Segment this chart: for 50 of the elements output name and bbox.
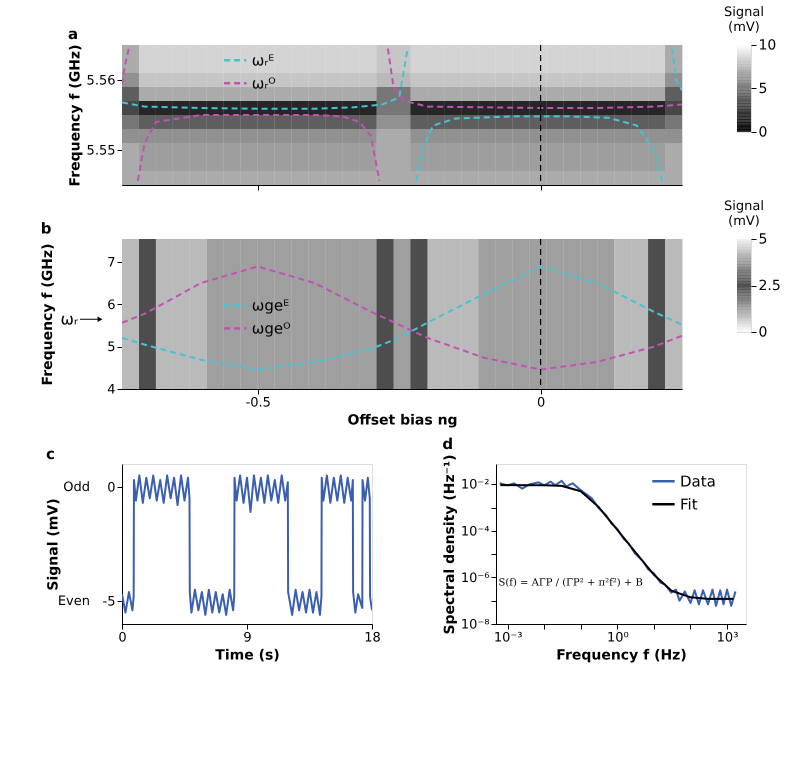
annotation: S(f) = AΓP / (ΓP² + π²f²) + B (498, 577, 643, 588)
legend-label: ωgeᴼ (252, 320, 291, 338)
x-tick-label: 9 (243, 630, 252, 646)
y-axis-title: Spectral density (Hz⁻¹) (442, 454, 458, 635)
y-tick-label: 5.55 (86, 144, 116, 158)
legend-label: ωᵣᴱ (252, 51, 274, 70)
y-axis-title: Signal (mV) (46, 498, 62, 591)
y-tick-label: 7 (107, 256, 116, 271)
x-tick-label: 0 (118, 630, 127, 646)
x-axis-title: Time (s) (215, 648, 280, 664)
line-series (122, 474, 372, 616)
x-tick-label: 10⁰ (606, 630, 629, 646)
x-axis-title: Offset bias ng (347, 412, 458, 428)
x-tick-label: 10³ (716, 630, 738, 646)
y-tick-label: 6 (107, 298, 116, 313)
text: Odd (63, 480, 90, 495)
x-axis-title: Frequency f (Hz) (556, 648, 687, 664)
legend-label: Data (680, 472, 716, 490)
color-bar-label: 5 (758, 80, 768, 97)
x-tick-label: 10⁻³ (494, 630, 522, 646)
text: ωᵣ (60, 309, 79, 328)
y-tick-label: 5 (107, 340, 116, 356)
color-bar-label: 2.5 (758, 278, 781, 294)
x-tick-label: 18 (364, 630, 381, 646)
chart-title: d (442, 434, 454, 453)
chart-title: c (46, 445, 55, 463)
text: Even (58, 594, 90, 610)
legend-label: ωgeᴱ (252, 296, 290, 314)
chart-title: a (68, 25, 78, 44)
y-axis-title: Frequency f (GHz) (68, 44, 84, 186)
legend-label: Fit (680, 495, 698, 514)
color-bar-title: Signal (mV) (724, 199, 764, 229)
y-axis-title: Frequency f (GHz) (40, 244, 56, 386)
line-series (122, 265, 682, 371)
y-tick-label: 5.56 (86, 74, 116, 88)
color-bar-title: Signal (mV) (724, 5, 764, 35)
y-tick-label: 10⁻⁴ (460, 524, 490, 540)
color-bar-label: 0 (758, 324, 768, 340)
y-tick-label: 4 (107, 382, 116, 398)
y-tick-label: -5 (102, 594, 116, 610)
y-tick-label: 0 (107, 480, 116, 496)
y-tick-label: 10⁻⁸ (460, 618, 490, 632)
y-tick-label: 10⁻⁶ (460, 570, 490, 586)
x-tick-label: -0.5 (246, 396, 271, 410)
chart-title: b (40, 219, 52, 238)
color-bar-label: 0 (758, 124, 768, 140)
color-bar-label: 10 (758, 38, 776, 54)
y-tick-label: 10⁻² (460, 478, 490, 493)
color-bar-label: 5 (758, 232, 768, 248)
legend-label: ωᵣᴼ (252, 74, 276, 92)
